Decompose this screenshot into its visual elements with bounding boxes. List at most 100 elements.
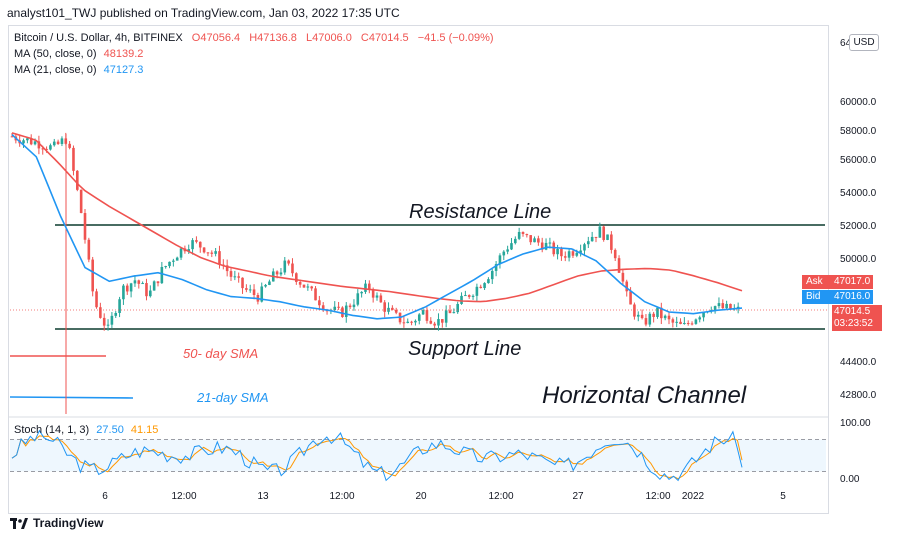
candle-body xyxy=(91,259,94,292)
time-tick-label: 27 xyxy=(572,491,584,502)
candle-body xyxy=(118,299,121,314)
candle-body xyxy=(652,313,655,317)
candle-body xyxy=(371,289,375,298)
candle-body xyxy=(633,304,636,317)
candle-body xyxy=(679,321,682,325)
candle-body xyxy=(533,238,536,243)
candle-body xyxy=(656,307,659,317)
stoch-k-value: 27.50 xyxy=(96,424,124,436)
candle-body xyxy=(560,249,563,257)
candle-body xyxy=(52,141,56,146)
candle-body xyxy=(245,288,248,290)
bid-tag: Bid 47016.0 xyxy=(802,290,874,304)
stoch-tick-label: 0.00 xyxy=(840,474,860,485)
candle-body xyxy=(114,313,118,316)
candle-body xyxy=(264,284,267,287)
ma21-label: MA (21, close, 0) xyxy=(14,64,97,76)
candle-body xyxy=(625,281,629,292)
last-price-value: 47014.5 xyxy=(834,306,871,317)
candle-body xyxy=(22,140,25,144)
candle-body xyxy=(129,283,133,292)
time-tick-label: 5 xyxy=(780,491,786,502)
candle-body xyxy=(179,248,183,258)
candle-body xyxy=(540,242,544,250)
candle-body xyxy=(175,257,179,261)
stoch-band xyxy=(10,439,826,472)
candle-body xyxy=(433,323,436,326)
time-tick-label: 13 xyxy=(257,491,269,502)
ask-label: Ask xyxy=(802,275,830,289)
candle-body xyxy=(110,315,114,325)
channel-label: Horizontal Channel xyxy=(542,382,747,409)
stoch-tick-label: 100.00 xyxy=(840,418,871,429)
candle-body xyxy=(629,291,632,305)
candle-body xyxy=(579,250,582,253)
candle-body xyxy=(195,240,198,242)
candle-body xyxy=(375,295,379,298)
stoch-d-value: 41.15 xyxy=(130,424,159,436)
candle-body xyxy=(152,281,156,291)
candle-body xyxy=(291,263,294,274)
candle-body xyxy=(321,305,325,311)
candle-body xyxy=(198,241,202,248)
candle-body xyxy=(156,281,160,284)
candle-body xyxy=(275,271,279,275)
candle-body xyxy=(660,307,663,319)
candle-body xyxy=(648,313,652,325)
candle-body xyxy=(229,271,233,277)
tradingview-logo[interactable]: TradingView xyxy=(10,516,103,530)
price-tick-label: 60000.0 xyxy=(840,97,877,108)
bid-value: 47016.0 xyxy=(830,290,874,304)
candle-body xyxy=(506,249,509,252)
candle-body xyxy=(298,281,302,285)
candle-body xyxy=(149,290,152,297)
ohlc-change: −41.5 (−0.09%) xyxy=(417,32,494,44)
candle-body xyxy=(33,141,37,145)
candle-body xyxy=(364,283,367,292)
last-price-tag: 47014.5 03:23:52 xyxy=(832,305,882,331)
candle-body xyxy=(318,300,321,306)
candle-body xyxy=(379,295,383,303)
candle-body xyxy=(348,305,352,308)
price-tick-label: 54000.0 xyxy=(840,188,877,199)
candle-body xyxy=(333,306,337,311)
candle-body xyxy=(487,279,490,284)
candle-body xyxy=(344,305,348,318)
candle-body xyxy=(548,242,552,244)
currency-button[interactable]: USD xyxy=(849,34,879,51)
candle-body xyxy=(563,256,567,258)
publisher-line: analyst101_TWJ published on TradingView.… xyxy=(7,6,400,20)
candle-body xyxy=(99,307,102,318)
candle-body xyxy=(56,141,60,144)
ma50-line xyxy=(11,132,743,303)
price-tick-label: 42800.0 xyxy=(840,390,877,401)
candle-body xyxy=(736,306,740,309)
bar-countdown: 03:23:52 xyxy=(834,318,873,329)
stoch-label: Stoch (14, 1, 3) xyxy=(14,424,90,436)
candle-body xyxy=(248,289,252,291)
candle-body xyxy=(26,138,29,141)
candle-body xyxy=(225,265,229,272)
stoch-k-line xyxy=(11,429,743,482)
candle-body xyxy=(60,138,64,144)
sma50-label: 50- day SMA xyxy=(183,346,258,361)
candle-body xyxy=(79,189,83,214)
stoch-legend: Stoch (14, 1, 3) 27.50 41.15 xyxy=(14,424,158,436)
candle-body xyxy=(168,261,171,267)
candle-body xyxy=(64,138,68,144)
candle-body xyxy=(241,277,244,289)
candle-body xyxy=(460,295,463,304)
candle-body xyxy=(721,303,725,309)
candle-body xyxy=(567,251,571,258)
candle-body xyxy=(675,321,678,323)
candle-body xyxy=(314,288,317,301)
candle-body xyxy=(133,280,137,284)
candle-body xyxy=(598,226,602,238)
ask-value: 47017.0 xyxy=(830,275,874,289)
candle-body xyxy=(172,260,175,262)
support-label: Support Line xyxy=(408,338,521,360)
candle-body xyxy=(287,260,290,264)
time-tick-label: 12:00 xyxy=(329,491,354,502)
candle-body xyxy=(606,234,609,240)
